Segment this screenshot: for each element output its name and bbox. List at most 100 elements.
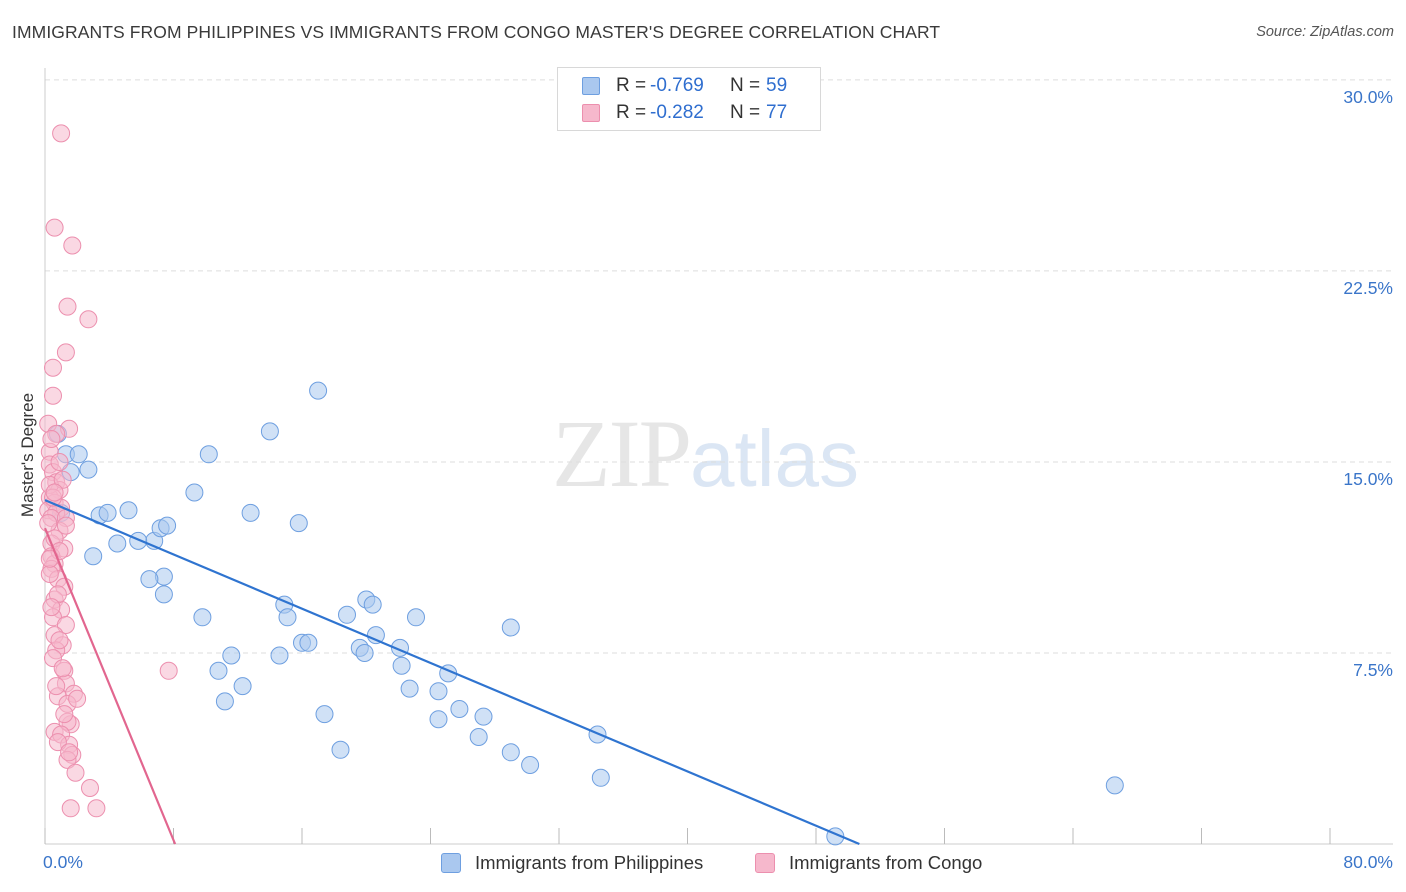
data-point-philippines	[84, 547, 103, 566]
data-point-philippines	[355, 644, 374, 662]
data-point-philippines	[185, 483, 204, 502]
data-point-philippines	[270, 646, 289, 665]
data-point-congo	[53, 470, 72, 489]
data-point-congo	[52, 124, 71, 143]
data-point-congo	[47, 677, 66, 696]
data-point-philippines	[521, 756, 540, 774]
watermark-atlas: atlas	[690, 414, 859, 503]
data-point-congo	[63, 236, 82, 255]
data-point-congo	[79, 310, 98, 329]
data-point-congo	[40, 565, 59, 583]
legend-swatch-congo	[582, 104, 600, 122]
data-point-philippines	[450, 700, 469, 718]
n-label: N =	[730, 75, 761, 96]
trend-line-philippines	[44, 499, 860, 846]
data-point-philippines	[299, 633, 318, 652]
data-point-philippines	[199, 445, 218, 464]
legend-item-congo[interactable]: Immigrants from Congo	[755, 852, 982, 874]
y-tick-label: 15.0%	[1343, 469, 1393, 489]
data-point-congo	[56, 516, 75, 535]
legend-item-philippines[interactable]: Immigrants from Philippines	[441, 852, 703, 874]
data-point-philippines	[429, 710, 448, 729]
data-point-congo	[53, 659, 72, 678]
data-point-philippines	[140, 570, 159, 589]
data-point-philippines	[363, 595, 382, 614]
data-point-philippines	[429, 682, 448, 701]
data-point-philippines	[501, 743, 520, 762]
y-tick-label: 22.5%	[1343, 278, 1393, 298]
data-point-congo	[66, 763, 85, 782]
data-point-philippines	[591, 768, 610, 787]
data-point-congo	[81, 779, 99, 797]
data-point-philippines	[338, 605, 356, 624]
data-point-philippines	[69, 445, 88, 464]
legend-label: Immigrants from Philippines	[475, 852, 704, 873]
y-axis-label: Master's Degree	[18, 392, 37, 518]
data-point-philippines	[474, 707, 493, 726]
r-value: -0.282	[650, 102, 704, 123]
data-point-philippines	[119, 501, 138, 520]
trend-line-congo	[43, 527, 177, 845]
n-label: N =	[730, 102, 761, 123]
series-legend: Immigrants from Philippines Immigrants f…	[0, 852, 1406, 876]
data-point-philippines	[392, 656, 411, 675]
data-point-congo	[45, 483, 64, 502]
data-point-congo	[56, 616, 75, 634]
data-point-congo	[39, 514, 58, 533]
data-point-congo	[56, 343, 75, 362]
data-point-congo	[42, 430, 61, 448]
y-tick-label: 30.0%	[1343, 87, 1393, 107]
data-point-congo	[50, 631, 69, 650]
data-point-philippines	[154, 585, 173, 604]
data-point-philippines	[1105, 776, 1124, 795]
r-value: -0.769	[650, 75, 704, 96]
data-point-congo	[44, 358, 62, 377]
data-point-philippines	[331, 740, 350, 759]
legend-row-philippines: R = -0.769 N = 59	[582, 74, 787, 98]
r-label: R =	[616, 102, 647, 123]
data-point-congo	[48, 733, 67, 752]
legend-row-congo: R = -0.282 N = 77	[582, 101, 787, 125]
data-point-congo	[60, 743, 79, 762]
data-point-philippines	[215, 692, 234, 711]
chart-title: IMMIGRANTS FROM PHILIPPINES VS IMMIGRANT…	[12, 22, 941, 42]
data-point-congo	[45, 218, 64, 237]
data-point-congo	[61, 799, 80, 818]
data-point-philippines	[309, 381, 328, 400]
data-point-congo	[58, 297, 77, 316]
data-point-philippines	[241, 503, 260, 522]
watermark: ZIPatlas	[552, 398, 859, 509]
data-point-philippines	[278, 608, 297, 627]
n-value: 59	[766, 75, 788, 96]
data-point-philippines	[260, 422, 279, 441]
legend-label: Immigrants from Congo	[789, 852, 983, 873]
data-point-congo	[42, 598, 61, 617]
data-point-philippines	[193, 608, 212, 627]
n-value: 77	[766, 102, 788, 123]
data-point-philippines	[158, 516, 177, 535]
data-point-congo	[87, 799, 106, 818]
legend-swatch-philippines	[441, 853, 461, 873]
legend-swatch-philippines	[582, 77, 600, 95]
data-point-philippines	[289, 514, 308, 533]
data-point-congo	[55, 705, 74, 724]
data-point-philippines	[209, 661, 228, 680]
data-point-philippines	[469, 728, 488, 746]
source-label: Source: ZipAtlas.com	[1256, 24, 1394, 40]
data-point-philippines	[79, 460, 98, 479]
watermark-zip: ZIP	[552, 400, 692, 507]
data-point-congo	[159, 661, 178, 680]
data-point-philippines	[501, 618, 520, 637]
data-point-philippines	[400, 679, 419, 698]
r-label: R =	[616, 75, 647, 96]
data-point-congo	[50, 453, 69, 471]
data-point-philippines	[233, 677, 252, 696]
data-point-philippines	[98, 503, 117, 522]
x-tick-label: 80.0%	[1343, 852, 1393, 872]
data-point-philippines	[222, 646, 241, 665]
data-point-philippines	[315, 705, 334, 724]
correlation-legend: R = -0.769 N = 59 R = -0.282 N = 77	[557, 67, 821, 131]
data-point-philippines	[108, 534, 127, 553]
x-tick-label: 0.0%	[43, 852, 83, 872]
